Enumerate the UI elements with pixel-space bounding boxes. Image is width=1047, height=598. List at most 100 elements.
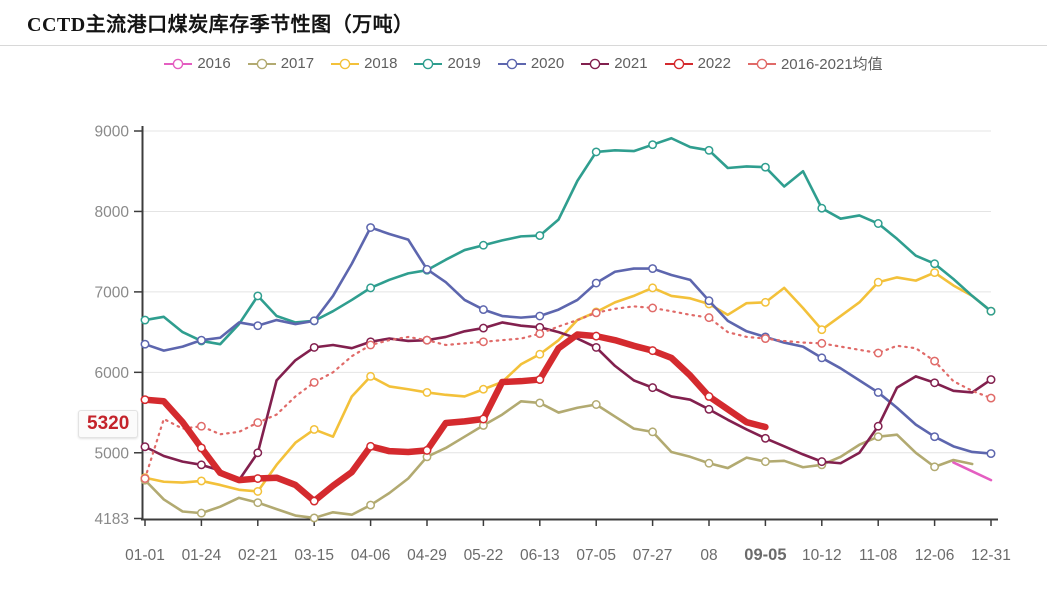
series-marker-2021 [930,378,940,388]
legend-label: 2017 [280,55,315,72]
series-marker-2018 [253,486,263,496]
series-marker-2020 [704,296,714,306]
legend-item-2021[interactable]: 2021 [581,55,648,72]
x-axis-label-10-12: 10-12 [802,547,842,564]
y-axis-label-7000: 7000 [95,284,130,301]
series-marker-2020 [817,353,827,363]
series-marker-2021 [817,457,827,467]
series-marker-2021 [648,383,658,393]
series-marker-2017 [648,427,658,437]
legend-item-2016-2021均值[interactable]: 2016-2021均值 [747,53,883,74]
series-marker-2016-2021均值 [196,421,206,431]
x-axis-label-01-24: 01-24 [182,547,222,564]
legend-item-2022[interactable]: 2022 [664,55,731,72]
series-marker-2016-2021均值 [422,335,432,345]
series-marker-2021 [986,375,996,385]
series-marker-2022 [253,474,263,483]
series-marker-2016-2021均值 [253,418,263,428]
series-marker-2016-2021均值 [986,393,996,403]
series-marker-2021 [591,342,601,352]
series-marker-2016-2021均值 [366,340,376,350]
legend-item-2016[interactable]: 2016 [164,55,231,72]
chart-title: CCTD主流港口煤炭库存季节性图（万吨） [27,14,414,36]
series-marker-2022 [196,443,206,453]
x-axis-label-11-08: 11-08 [859,547,898,564]
legend-line-circle-icon [497,58,526,69]
current-value-label: 5320 [78,410,139,438]
legend-item-2020[interactable]: 2020 [497,55,565,72]
series-marker-2020 [986,449,996,459]
legend-item-2017[interactable]: 2017 [247,55,315,72]
series-marker-2016-2021均值 [873,348,883,358]
series-marker-2016-2021均值 [760,334,770,343]
legend-label: 2020 [530,55,565,72]
series-marker-2020 [253,321,263,331]
series-marker-2019 [591,147,601,157]
legend-label: 2022 [697,55,731,72]
legend-item-2019[interactable]: 2019 [414,55,481,72]
series-marker-2021 [478,323,488,333]
y-axis-label-9000: 9000 [95,124,130,141]
legend-line-circle-icon [164,58,193,69]
legend-label: 2019 [447,55,481,72]
series-marker-2018 [196,476,206,486]
legend-label: 2018 [364,55,398,72]
series-marker-2019 [817,203,827,213]
series-marker-2017 [704,458,714,468]
series-marker-2021 [760,433,770,443]
series-marker-2022 [535,375,545,385]
series-marker-2018 [648,283,658,293]
y-axis-label-6000: 6000 [95,365,130,382]
series-marker-2022 [591,331,601,341]
legend-label: 2016-2021均值 [780,56,883,73]
series-marker-2022 [422,445,432,455]
series-marker-2020 [140,339,150,349]
legend-label: 2021 [614,55,648,72]
x-axis-label-12-31: 12-31 [971,547,1011,564]
x-axis-label-01-01: 01-01 [125,547,165,564]
series-marker-2022 [704,392,714,401]
series-marker-2018 [873,277,883,287]
x-axis-label-07-05: 07-05 [576,547,616,564]
series-marker-2020 [873,387,883,397]
series-marker-2017 [366,500,376,510]
series-marker-2017 [591,400,601,409]
series-marker-2019 [930,259,940,269]
series-line-2018 [143,271,993,493]
x-axis-label-07-27: 07-27 [633,547,673,564]
series-marker-2019 [873,219,883,228]
series-marker-2021 [140,442,150,452]
x-axis-label-04-06: 04-06 [351,547,391,564]
y-axis-label-4183: 4183 [95,511,129,528]
series-marker-2017 [309,513,319,523]
x-axis-label-05-22: 05-22 [464,547,504,564]
title-divider [0,45,1047,46]
series-line-2017 [143,399,974,520]
series-marker-2018 [422,387,432,397]
legend-label: 2016 [197,55,231,72]
series-marker-2021 [196,460,206,470]
series-marker-2017 [873,432,883,442]
y-axis-label-8000: 8000 [95,204,130,221]
series-marker-2022 [309,496,319,506]
series-marker-2020 [535,311,545,321]
series-marker-2016-2021均值 [817,338,827,348]
legend-item-2018[interactable]: 2018 [331,55,397,72]
y-axis-label-5000: 5000 [95,445,130,462]
series-marker-2017 [535,398,545,408]
series-marker-2022 [366,441,376,451]
series-line-2021 [143,321,993,482]
series-marker-2018 [760,297,770,307]
series-marker-2019 [535,231,545,241]
series-marker-2016-2021均值 [478,337,488,347]
series-marker-2019 [648,140,658,150]
series-marker-2016-2021均值 [930,356,940,366]
series-marker-2019 [478,240,488,250]
series-marker-2020 [366,223,376,232]
series-marker-2020 [422,264,432,274]
series-marker-2018 [478,384,488,394]
series-marker-2018 [366,371,376,381]
series-marker-2019 [986,306,996,316]
series-marker-2018 [817,325,827,335]
